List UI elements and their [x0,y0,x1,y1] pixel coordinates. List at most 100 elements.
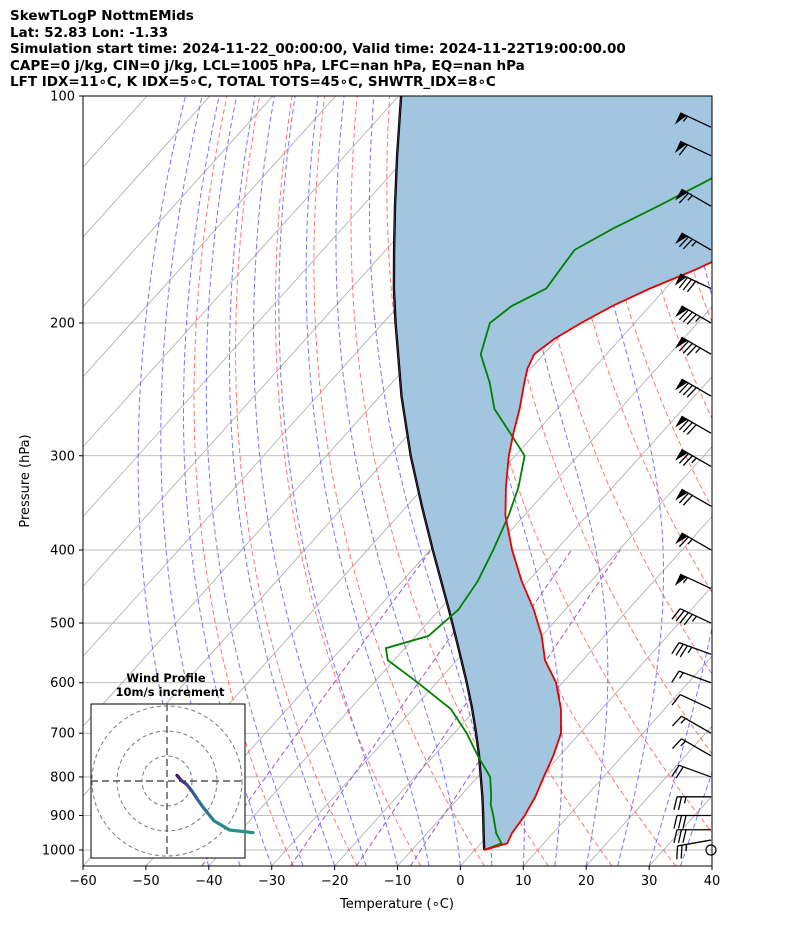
barb-full [679,645,689,658]
wind-barb [675,488,712,507]
isotherm-line [83,96,336,378]
hodograph-title: Wind Profile [126,671,206,685]
barb-pennant [675,337,688,349]
barb-pennant [675,532,688,545]
barb-half [695,347,701,354]
moist-adiabat [305,96,430,866]
barb-full [676,845,679,860]
profiles [384,96,712,851]
barb-full [682,455,693,466]
x-axis-ticks: −60 −50 −40 −30 −20 −10 0 10 20 30 40 [69,866,720,889]
barb-staff [679,608,712,624]
barb-pennant [675,189,688,201]
dry-adiabat [748,96,794,866]
wind-barb [675,232,712,251]
wind-barb [674,140,712,157]
barb-full [678,192,689,204]
hodograph-subtitle: 10m/s increment [116,685,225,699]
dry-adiabat [235,96,358,866]
wind-barb [671,738,712,757]
barb-full [678,536,689,548]
x-tick-label: 10 [515,874,532,889]
wind-barb [675,336,712,356]
barb-full [678,309,689,321]
wind-barb [675,305,712,325]
wind-barb [675,378,712,398]
barb-full [678,144,688,156]
x-tick-label: −10 [384,874,411,889]
barb-staff [681,488,712,507]
barb-full [671,608,681,620]
calm-circle [705,844,717,856]
barb-full [678,492,689,504]
dry-adiabat [584,96,712,509]
barb-half [695,316,701,323]
isotherm-line [523,655,712,866]
moist-adiabat [278,96,398,866]
barb-staff [678,670,712,684]
barb-pennant [675,489,688,501]
barb-full [675,643,684,656]
isotherm-line [83,96,211,238]
barb-full [671,715,683,727]
chart-title: SkewTLogP NottmEMids [10,8,194,24]
dry-adiabat [193,96,294,866]
barb-staff [679,573,712,590]
barb-pennant [675,305,688,318]
wind-barb [671,642,712,658]
x-tick-label: 30 [641,874,658,889]
barb-pennant [674,112,687,125]
moist-adiabat [205,96,304,866]
wind-barb [673,829,711,843]
isotherm-line [208,306,712,866]
dry-adiabat [350,96,549,866]
wind-barb [673,814,711,829]
barb-full [677,796,683,810]
isotherm-line [83,96,274,308]
y-tick-label: 600 [50,676,75,691]
barb-full [683,613,693,626]
barb-half [682,577,688,584]
indices-line: LFT IDX=11∘C, K IDX=5∘C, TOTAL TOTS=45∘C… [10,74,496,90]
wind-barb [671,693,712,710]
params-line: CAPE=0 j/kg, CIN=0 j/kg, LCL=1005 hPa, L… [10,57,525,74]
moist-adiabat [574,96,664,866]
x-tick-label: −40 [195,874,222,889]
barb-full [686,314,697,325]
dry-adiabat [519,96,712,675]
barb-full [682,278,693,291]
barb-staff [681,532,712,551]
dry-adiabat [454,96,712,833]
barb-full [671,764,680,777]
barb-pennant [675,416,688,428]
barb-full [682,829,687,843]
barb-half [687,538,693,545]
y-axis-label: Pressure (hPa) [18,434,33,527]
hodograph-segment [195,797,206,810]
cape-cin-fill [393,96,712,850]
wind-barb [676,839,712,860]
cin-area [393,96,712,850]
barb-full [682,495,693,506]
moist-adiabat [253,96,367,866]
barb-half [691,457,697,464]
barb-full [686,424,697,435]
y-tick-label: 400 [50,543,75,558]
y-tick-label: 800 [50,770,75,785]
barb-half [683,796,687,804]
barb-half [691,615,698,622]
y-tick-label: 900 [50,809,75,824]
wind-barb [671,764,712,779]
y-axis-ticks: 100 200 300 400 500 600 700 800 900 1000 [42,90,83,859]
x-tick-label: −60 [69,874,96,889]
isotherm-line [83,96,462,518]
isotherm-line [711,865,712,866]
temperature-line [483,260,712,851]
barb-half [682,115,688,122]
mixing-ratio-line [355,549,573,866]
barb-staff [679,140,712,157]
barb-full [671,642,680,655]
wind-barb [673,796,711,810]
barb-full [675,610,685,622]
